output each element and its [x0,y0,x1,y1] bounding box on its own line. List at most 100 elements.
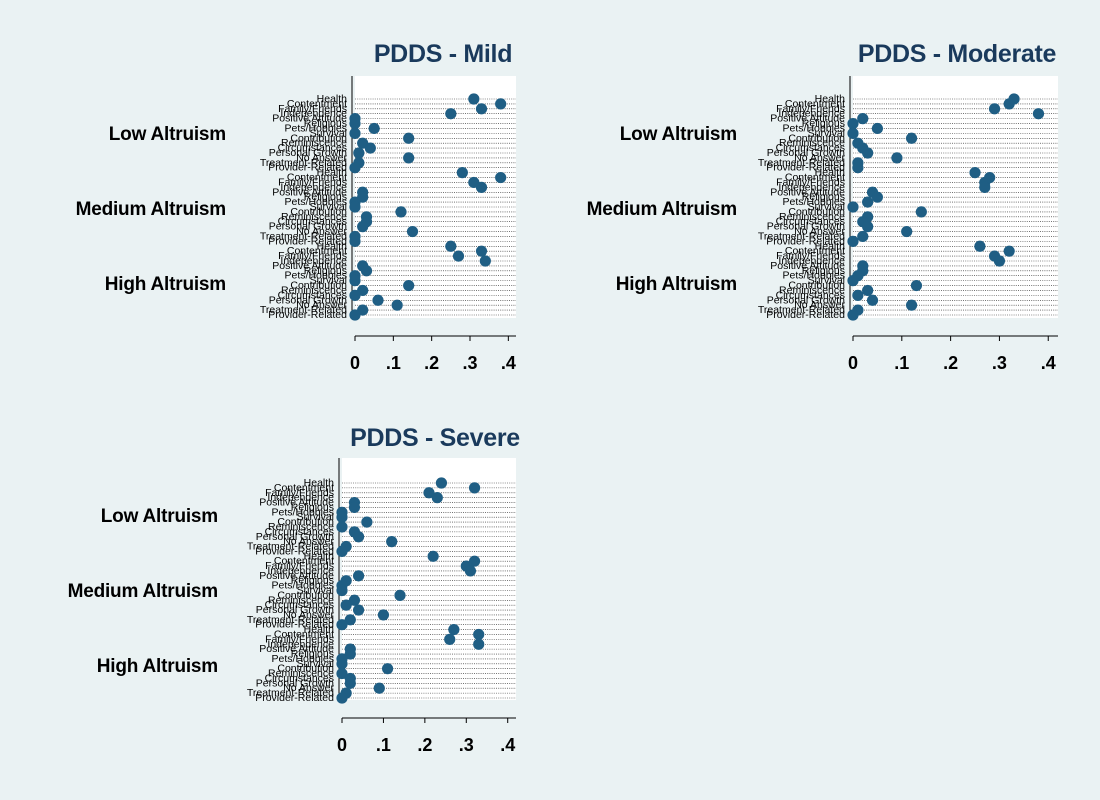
data-point [423,487,435,499]
data-point [1003,245,1015,257]
data-point [344,648,356,660]
category-label: Pets/Hobbies [783,122,845,134]
data-point [857,230,869,243]
data-point [386,536,398,548]
category-label: Provider-Related [766,162,845,174]
category-label: Provider-Related [766,235,845,247]
data-point [473,628,485,641]
category-label: Reminiscence [779,137,845,149]
category-label: Independence [778,108,845,120]
category-label: Family/Friends [278,103,347,115]
data-point [495,171,507,184]
category-label: Personal Growth [767,294,845,306]
category-label: Circumstances [265,599,334,611]
data-point [336,692,348,704]
category-label: Positive Attitude [770,113,845,125]
data-point [866,294,879,306]
data-point [847,309,859,321]
category-label: Religious [291,575,334,587]
x-tick-label: .3 [992,353,1007,373]
category-label: Circumstances [278,142,347,154]
data-point [1003,98,1015,110]
data-point [969,167,981,179]
data-point [344,677,356,689]
data-point [348,594,361,606]
data-point [452,250,465,262]
category-label: Personal Growth [269,221,347,233]
category-label: Health [304,550,335,562]
data-point [336,619,348,631]
data-point [360,265,373,277]
category-label: Treatment-Related [260,230,347,242]
category-label: Positive Attitude [770,186,845,198]
category-label: Contentment [274,482,334,494]
data-point [479,255,491,267]
category-label: Pets/Hobbies [783,196,845,208]
data-point [431,492,443,504]
data-point [448,623,460,636]
category-label: Circumstances [265,672,334,684]
data-point [871,122,884,135]
data-point [468,93,480,105]
data-point [349,162,361,174]
data-point [344,614,356,626]
category-label: No Answer [296,152,347,164]
category-label: Independence [280,181,347,193]
category-label: Religious [304,191,347,203]
category-label: Health [317,240,348,252]
data-point [353,147,365,159]
category-label: Personal Growth [767,221,845,233]
data-point [852,162,864,174]
data-point [847,201,859,213]
category-label: Health [317,167,348,179]
data-point [368,122,380,135]
group-label-mild-medium: Medium Altruism [75,199,227,220]
category-label: Reminiscence [281,137,347,149]
category-label: Religious [802,118,845,130]
category-label: Treatment-Related [260,157,347,169]
data-point [495,98,507,110]
panel-title-severe: PDDS - Severe [350,424,520,452]
data-point [905,132,918,144]
data-point [352,531,365,543]
data-point [862,221,874,233]
category-label: Pets/Hobbies [783,270,845,282]
category-label: Contentment [287,245,347,257]
category-label: Provider-Related [268,235,347,247]
category-label: Contentment [785,245,845,257]
category-label: Contentment [785,98,845,110]
category-label: Survival [297,511,334,523]
category-label: Positive Attitude [770,260,845,272]
category-label: Independence [267,492,334,504]
data-point [475,181,488,193]
data-point [847,117,859,130]
category-label: Survival [297,585,334,597]
category-label: No Answer [283,682,334,694]
data-point [336,667,348,680]
category-label: Provider-Related [268,309,347,321]
category-label: Contribution [290,280,347,292]
category-label: Circumstances [776,142,845,154]
category-label: Pets/Hobbies [272,653,334,665]
category-label: No Answer [794,226,845,238]
category-label: Provider-Related [268,162,347,174]
x-tick-label: .4 [500,735,515,755]
data-point [403,132,415,144]
data-point [988,103,1001,115]
data-point [915,206,927,218]
data-point [394,589,406,601]
data-point [395,206,407,218]
category-label: Reminiscence [281,211,347,223]
data-point [336,584,348,597]
category-label: Contentment [785,172,845,184]
category-label: Personal Growth [767,147,845,159]
data-point [336,545,348,558]
category-label: Independence [267,638,334,650]
category-label: Reminiscence [281,284,347,296]
data-point [352,604,365,616]
x-tick-label: .1 [894,353,909,373]
data-point [336,658,348,670]
category-label: Circumstances [278,289,347,301]
data-point [910,279,923,292]
